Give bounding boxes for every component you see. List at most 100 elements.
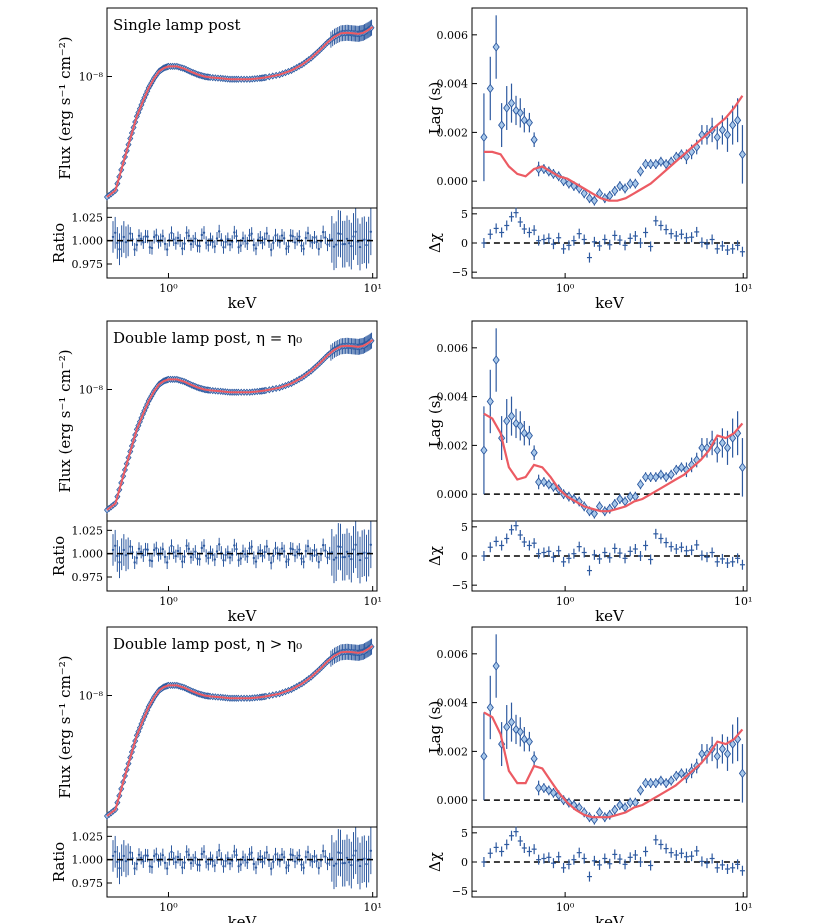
lag-point bbox=[723, 749, 732, 759]
ratio-point bbox=[237, 559, 240, 562]
lag-point bbox=[642, 159, 650, 169]
ratio-point bbox=[246, 861, 249, 864]
lag-point bbox=[580, 188, 588, 199]
ratio-point bbox=[306, 232, 310, 235]
lag-ytick-label: 0.006 bbox=[437, 648, 469, 661]
ratio-point bbox=[304, 549, 308, 553]
ratio-point bbox=[233, 544, 236, 547]
ratio-point bbox=[207, 862, 210, 866]
lag-point bbox=[611, 499, 619, 509]
ratio-point bbox=[183, 555, 186, 558]
lag-point bbox=[636, 785, 645, 796]
ratio-point bbox=[176, 549, 180, 553]
ratio-point bbox=[135, 556, 139, 560]
ratio-point bbox=[196, 244, 199, 247]
ratio-point bbox=[239, 557, 243, 560]
ratio-point bbox=[326, 556, 329, 559]
ratio-point bbox=[250, 545, 253, 548]
lag-xtick-label: 10⁰ bbox=[556, 901, 575, 914]
lag-point bbox=[616, 494, 624, 504]
lag-panel-frame bbox=[471, 626, 748, 828]
ratio-point bbox=[215, 856, 219, 859]
ratio-point bbox=[185, 850, 188, 853]
ratio-point bbox=[252, 243, 256, 247]
resid-ylabel: Δχ bbox=[426, 233, 444, 253]
ratio-point bbox=[146, 548, 149, 551]
lag-model-curve bbox=[483, 95, 744, 202]
lag-point bbox=[662, 472, 670, 482]
ratio-point bbox=[317, 560, 321, 564]
ratio-point bbox=[365, 243, 368, 247]
flux-ylabel: Flux (erg s⁻¹ cm⁻²) bbox=[56, 349, 74, 492]
ratio-point bbox=[224, 859, 227, 863]
lag-point bbox=[718, 125, 726, 135]
ratio-point bbox=[215, 237, 219, 240]
resid-ytick-label: −5 bbox=[452, 266, 468, 279]
lag-xlabel: keV bbox=[595, 294, 625, 312]
ratio-point bbox=[259, 855, 262, 858]
ratio-point bbox=[358, 558, 362, 562]
ratio-point bbox=[187, 234, 191, 238]
figure-row-3: Double lamp post, η > η₀ 10⁻⁸ Flux (erg s⁻… bbox=[50, 626, 752, 923]
ratio-point bbox=[298, 854, 301, 857]
ratio-point bbox=[222, 559, 225, 562]
lag-point bbox=[647, 472, 655, 482]
ratio-point bbox=[304, 236, 308, 240]
ratio-point bbox=[161, 547, 165, 551]
ratio-point bbox=[317, 866, 321, 870]
ratio-point bbox=[313, 236, 316, 239]
ratio-point bbox=[213, 245, 217, 248]
ratio-point bbox=[341, 556, 344, 559]
ratio-point bbox=[165, 867, 169, 870]
ratio-point bbox=[293, 241, 297, 244]
ratio-point bbox=[202, 850, 206, 853]
lag-point bbox=[480, 132, 488, 143]
ratio-point bbox=[181, 866, 184, 869]
ratio-point bbox=[150, 865, 154, 869]
ratio-ytick-label: 0.975 bbox=[72, 258, 104, 271]
lag-point bbox=[530, 753, 538, 764]
ratio-point bbox=[228, 556, 232, 559]
lag-point bbox=[492, 355, 500, 365]
ratio-point bbox=[165, 248, 169, 251]
ratio-point bbox=[334, 862, 338, 865]
ratio-point bbox=[183, 242, 186, 245]
ratio-ylabel: Ratio bbox=[50, 842, 68, 882]
ratio-point bbox=[298, 235, 301, 238]
ratio-ytick-label: 0.975 bbox=[72, 571, 104, 584]
lag-xtick-label: 10¹ bbox=[734, 595, 752, 608]
ratio-point bbox=[272, 241, 275, 245]
ratio-panel-frame bbox=[106, 207, 378, 279]
ratio-point bbox=[174, 241, 178, 245]
ratio-point bbox=[302, 560, 305, 564]
ratio-point bbox=[185, 544, 188, 547]
ratio-point bbox=[363, 238, 366, 241]
ratio-point bbox=[321, 543, 325, 547]
ratio-point bbox=[172, 551, 175, 554]
ratio-point bbox=[176, 855, 180, 859]
lag-point bbox=[672, 771, 680, 781]
ratio-point bbox=[341, 862, 344, 865]
ratio-point bbox=[150, 246, 154, 250]
ratio-point bbox=[224, 240, 227, 244]
ratio-point bbox=[350, 244, 353, 248]
ratio-point bbox=[300, 863, 303, 866]
lag-ylabel: Lag (s) bbox=[426, 701, 444, 754]
lag-point bbox=[540, 477, 548, 487]
ratio-point bbox=[224, 553, 227, 557]
lag-point bbox=[570, 494, 578, 504]
ratio-point bbox=[243, 239, 247, 243]
ratio-point bbox=[354, 849, 357, 852]
ratio-point bbox=[111, 235, 115, 239]
ratio-point bbox=[339, 851, 342, 855]
ratio-point bbox=[142, 554, 145, 557]
ratio-point bbox=[137, 853, 141, 856]
ratio-point bbox=[217, 543, 221, 546]
lag-point bbox=[652, 159, 660, 169]
ratio-point bbox=[246, 242, 249, 245]
lag-point bbox=[636, 166, 645, 177]
ratio-point bbox=[352, 235, 355, 238]
ratio-point bbox=[152, 854, 156, 858]
lag-point bbox=[642, 472, 650, 482]
lag-point bbox=[520, 428, 528, 438]
